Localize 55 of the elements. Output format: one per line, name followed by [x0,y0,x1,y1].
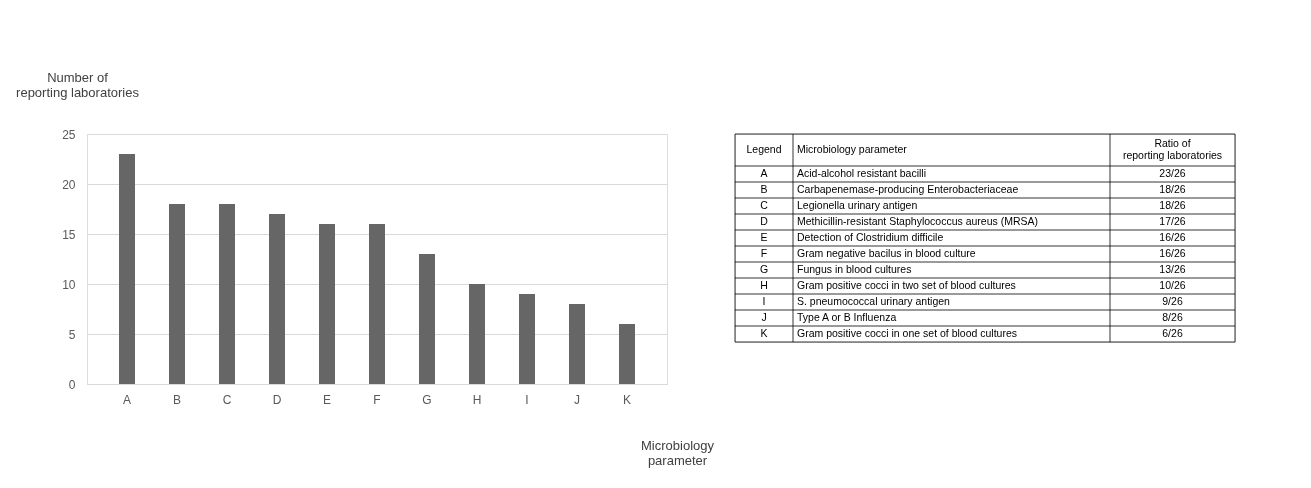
category-label: I [762,295,766,307]
text: Methicillin-resistant Staphylococcus aureus (MRSA) [797,215,1039,227]
text: 9/26 [1162,295,1183,307]
x-tick-label: A [122,392,132,407]
text: 8/26 [1162,311,1183,323]
text: Gram negative bacilus in blood culture [797,247,976,259]
text: Acid-alcohol resistant bacilli [797,167,926,179]
text: Ratio of reporting laboratories [1122,137,1223,161]
category-label: G [759,263,769,275]
text: 16/26 [1159,231,1186,243]
text: 18/26 [1159,199,1186,211]
text: Legend [746,143,782,155]
x-tick-label: J [574,392,580,407]
text: Fungus in blood cultures [797,263,912,275]
y-axis-title: Number of reporting laboratories [16,69,140,100]
x-tick-label: C [222,392,232,407]
y-tick-label: 25 [62,127,76,142]
y-tick-label: 10 [62,277,76,292]
text: 6/26 [1162,327,1183,339]
text: Gram positive cocci in two set of blood cultures [797,279,1016,291]
text: 16/26 [1159,247,1186,259]
text: Type A or B Influenza [797,311,897,323]
y-tick-label: 0 [68,377,76,392]
text: 18/26 [1159,183,1186,195]
x-tick-label: F [373,392,381,407]
category-label: J [761,311,767,323]
x-tick-label: D [272,392,282,407]
text: S. pneumococcal urinary antigen [797,295,951,307]
text: 10/26 [1159,279,1186,291]
category-label: H [760,279,768,291]
text: Legionella urinary antigen [797,199,918,211]
x-tick-label: B [172,392,182,407]
y-tick-label: 20 [62,177,76,192]
x-axis-title: Microbiology parameter [641,437,715,468]
x-tick-label: K [622,392,632,407]
category-label: E [760,231,768,243]
y-tick-label: 5 [68,327,76,342]
text: Gram positive cocci in one set of blood cultures [797,327,1018,339]
y-tick-label: 15 [62,227,76,242]
text: Detection of Clostridium difficile [797,231,944,243]
x-tick-label: E [322,392,332,407]
text: 17/26 [1159,215,1186,227]
x-tick-label: G [422,392,432,407]
category-label: A [760,167,768,179]
text: Carbapenemase-producing Enterobacteriaceae [797,183,1019,195]
text: 13/26 [1159,263,1186,275]
text: 23/26 [1159,167,1186,179]
x-tick-label: I [525,392,529,407]
category-label: B [760,183,768,195]
text: Microbiology parameter [797,143,908,155]
category-label: K [760,327,768,339]
x-tick-label: H [472,392,482,407]
category-label: C [760,199,768,211]
category-label: F [760,247,768,259]
category-label: D [760,215,768,227]
